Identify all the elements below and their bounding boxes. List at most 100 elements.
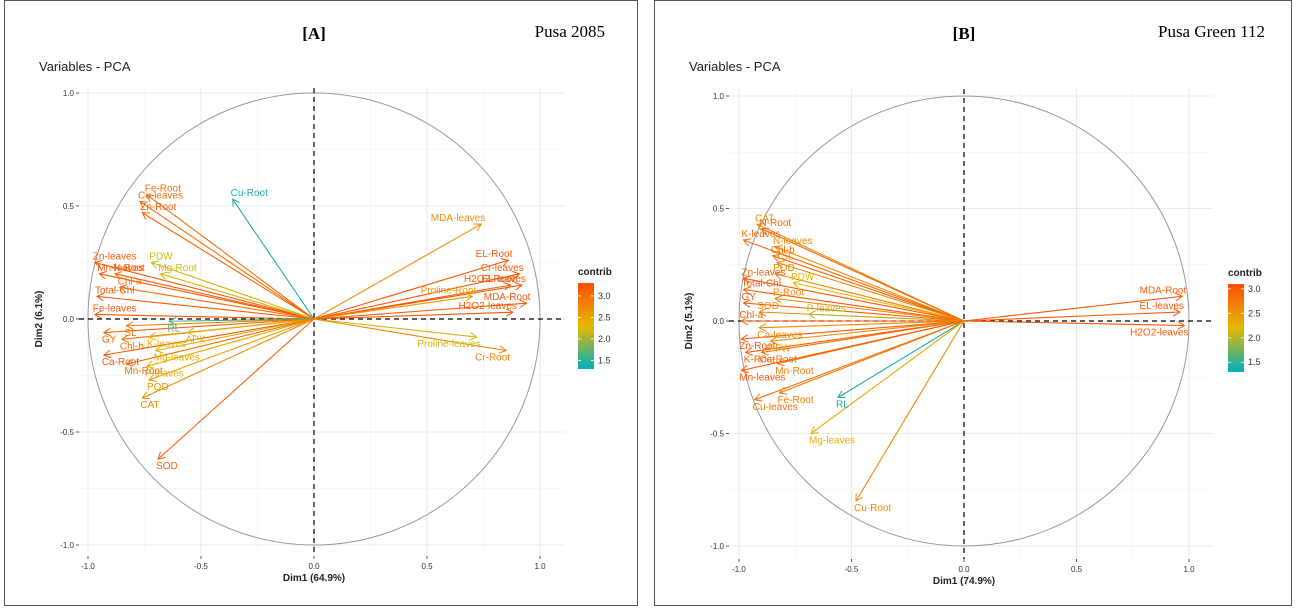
x-tick-label: 1.0 (1183, 565, 1195, 574)
x-tick-label: 0.5 (1071, 565, 1083, 574)
loading-arrow-h2o2-leaves (313, 312, 513, 320)
variable-label-n-root: N-Root (113, 263, 145, 274)
variable-label-fe-leaves: Fe-leaves (93, 303, 137, 314)
loading-arrow-fe-root (147, 195, 315, 320)
variable-label-el-leaves: EL-leaves (481, 274, 525, 285)
loading-arrow-h2o2-leaves (963, 320, 1185, 326)
variable-label-p-root: P-Root (773, 288, 804, 299)
loading-arrow-pdw (793, 283, 965, 322)
x-tick-label: 0.0 (308, 562, 320, 571)
legend-title: contrib (1228, 268, 1262, 279)
variable-label-mn-leaves: Mn-leaves (97, 263, 143, 274)
variable-label-sl: SL (124, 328, 137, 339)
loading-arrow-total-chl (97, 296, 315, 320)
loading-arrow-mda-root (313, 303, 526, 320)
loading-arrow-ca-root (104, 318, 315, 355)
variable-label-zn-root: Zn-Root (739, 341, 775, 352)
variable-label-mg-leaves: Mg-leaves (809, 436, 855, 447)
pca-panel-a: [A] Pusa 2085 Variables - PCA -1.0 -1.0 -0.5 -… (4, 0, 638, 606)
plot-area (729, 89, 1213, 559)
legend-tick-label: 2.5 (1248, 308, 1261, 318)
pca-panel-b: [B] Pusa Green 112 Variables - PCA -1.0 -1.0… (654, 0, 1292, 606)
legend-colorbar (578, 283, 594, 369)
loading-arrow-mda-root (963, 296, 1182, 322)
loading-arrow-zn-leaves (744, 278, 965, 322)
variable-label-p-leaves: P-leaves (145, 368, 184, 379)
loading-arrow-cu-leaves (755, 320, 965, 400)
loading-arrow-mn-leaves (741, 320, 965, 371)
y-axis-label: Dim2 (5.1%) (684, 293, 695, 350)
loading-arrow-fe-leaves (95, 314, 315, 320)
variable-label-zn-leaves: Zn-leaves (742, 267, 786, 278)
variable-label-ca-root: Ca-Root (102, 357, 139, 368)
panel-label: [A] (302, 24, 326, 43)
variable-label-mn-root: Mn-Root (775, 366, 814, 377)
variable-label-n-leaves: N-leaves (773, 236, 812, 247)
variable-label-tsl: TSL (775, 252, 794, 263)
legend-tick-label: 1.5 (1248, 357, 1261, 367)
variable-label-chl-a: Chl-a (118, 276, 142, 287)
x-tick-label: 0.5 (421, 562, 433, 571)
x-tick-label: -1.0 (81, 562, 95, 571)
variable-label-proline-leaves: Proline-leaves (417, 339, 480, 350)
loading-arrow-n-leaves (775, 247, 965, 322)
variable-label-h2o2-leaves: H2O2-leaves (1130, 328, 1188, 339)
plot-area (79, 88, 565, 556)
y-tick-label: -1.0 (60, 541, 74, 550)
variable-label-gy: GY (742, 292, 757, 303)
variable-label-mg-root: Mg-Root (158, 263, 197, 274)
variable-label-mn-leaves: Mn-leaves (739, 373, 785, 384)
variable-label-pdw: PDW (149, 252, 173, 263)
loading-arrow-n-root (115, 274, 315, 320)
variable-label-mg-leaves: Mg-leaves (154, 353, 200, 364)
loading-arrow-gy (744, 303, 965, 322)
variable-label-h2o2-leaves: H2O2-leaves (459, 301, 517, 312)
variable-label-k-leaves: K-leaves (742, 229, 781, 240)
variable-label-n-root: N-Root (760, 218, 792, 229)
variable-label-chl-b: Chl-b (771, 245, 795, 256)
loading-arrow-mg-leaves (811, 320, 965, 434)
plot-title: Variables - PCA (39, 59, 131, 74)
variable-label-mda-leaves: MDA-leaves (431, 213, 485, 224)
variable-label-cu-leaves: Cu-leaves (138, 190, 183, 201)
loading-arrow-mg-root (160, 274, 315, 320)
variable-label-ca-leaves: Ca-leaves (757, 330, 802, 341)
variable-label-cr-leaves: Cr-leaves (481, 263, 524, 274)
loading-arrow-zn-root (741, 320, 965, 339)
loading-arrow-n-root (762, 229, 965, 322)
variable-label-cu-root: Cu-Root (231, 188, 268, 199)
loading-arrow-k-leaves (744, 240, 965, 322)
loading-arrow-pod (149, 318, 315, 380)
loading-arrow-cr-leaves (313, 274, 520, 320)
loading-arrow-zn-root (142, 213, 315, 320)
variable-label-zn-leaves: Zn-leaves (93, 252, 137, 263)
variable-label-pod: POD (773, 263, 795, 274)
loading-arrow-el-root (313, 260, 508, 320)
variable-label-pod: POD (147, 382, 169, 393)
variable-label-zn-root: Zn-Root (140, 202, 176, 213)
loading-arrow-gy (104, 318, 315, 333)
cultivar-name: Pusa Green 112 (1158, 22, 1265, 41)
loading-arrow-mn-root (126, 318, 315, 364)
variable-label-total-chl: Total-Chl (95, 285, 134, 296)
variable-label-pdw: PDW (791, 272, 815, 283)
variable-label-pfw: PFW (769, 343, 792, 354)
y-tick-label: 0.0 (713, 317, 725, 326)
loading-arrow-rl (169, 319, 315, 321)
y-tick-label: -1.0 (710, 542, 724, 551)
variable-label-fe-root: Fe-Root (778, 395, 814, 406)
loading-arrow-cu-leaves (140, 201, 315, 320)
variable-label-cr-root: Cr-Root (475, 353, 510, 364)
y-tick-label: 1.0 (713, 92, 725, 101)
variable-label-proline-root: Proline-Root (421, 285, 477, 296)
loading-arrow-cu-root (856, 320, 965, 501)
loading-arrow-p-root (775, 299, 965, 322)
variable-label-mda-root: MDA-Root (484, 292, 531, 303)
variable-label-fe-root: Fe-Root (145, 184, 181, 195)
loading-arrow-cu-root (233, 199, 315, 320)
loading-arrow-cat (142, 318, 315, 398)
y-tick-label: 1.0 (63, 89, 75, 98)
x-tick-label: -0.5 (845, 565, 859, 574)
loading-arrow-mg-leaves (156, 318, 315, 351)
loading-arrow-sl (126, 318, 315, 326)
